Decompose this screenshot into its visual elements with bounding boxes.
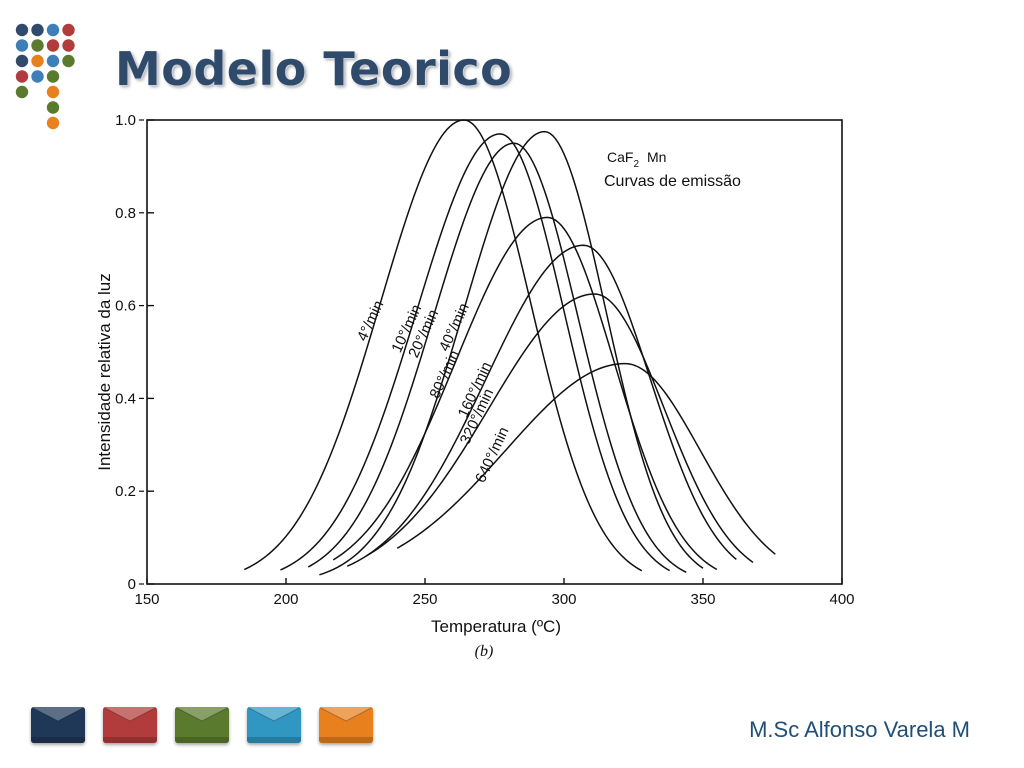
- curve-3: [319, 130, 704, 576]
- logo-dot-grid: [15, 23, 75, 130]
- logo-dot: [46, 23, 60, 37]
- plot-frame: [146, 119, 843, 585]
- x-axis-label: Temperatura (ºC): [431, 617, 561, 636]
- nav-tile-navy[interactable]: [31, 707, 85, 743]
- logo-dot: [46, 116, 60, 130]
- page-title: Modelo Teorico: [115, 42, 513, 96]
- y-axis-label: Intensidade relativa da luz: [95, 273, 114, 471]
- curve-2: [307, 142, 687, 574]
- logo-dot: [62, 39, 75, 52]
- curve-1: [280, 133, 671, 572]
- y-tick-label: 0.6: [115, 298, 136, 315]
- logo-dot: [62, 23, 75, 37]
- y-tick-label: 0.2: [115, 483, 136, 500]
- curve-0: [243, 119, 643, 572]
- nav-tile-green[interactable]: [175, 707, 229, 743]
- logo-dot: [31, 70, 44, 83]
- logo-dot: [46, 85, 60, 99]
- logo-dot: [31, 54, 44, 68]
- curve-series: [243, 119, 776, 576]
- curve-labels: 4°/min 10°/min20°/min40°/min80°/min160°/m…: [354, 298, 513, 485]
- annotation-subscript: 2: [633, 159, 639, 170]
- logo-dot: [15, 39, 29, 52]
- curve-5: [346, 244, 737, 567]
- logo-dot: [31, 39, 44, 52]
- logo-dot: [15, 23, 29, 37]
- curve-7: [396, 362, 776, 555]
- x-tick-label: 300: [551, 591, 576, 608]
- curve-6: [366, 293, 754, 564]
- logo-dot: [46, 39, 60, 52]
- x-tick-label: 400: [829, 591, 854, 608]
- curve-label: 80°/min: [426, 348, 463, 401]
- logo-dot: [31, 23, 44, 37]
- author-name: M.Sc Alfonso Varela M: [749, 717, 970, 742]
- curve-4: [332, 216, 718, 571]
- logo-dot: [46, 54, 60, 68]
- logo-dot: [15, 70, 29, 83]
- nav-tile-orange[interactable]: [319, 707, 373, 743]
- logo-dot: [62, 54, 75, 68]
- logo-dot: [15, 54, 29, 68]
- curve-label: 4°/min: [354, 298, 387, 344]
- x-tick-label: 250: [412, 591, 437, 608]
- caption-b: (b): [475, 643, 494, 660]
- logo-dot: [15, 85, 29, 99]
- annotation-caf: CaF2 Mn: [607, 149, 666, 170]
- curve-label: 40°/min: [436, 301, 473, 354]
- x-tick-label: 200: [273, 591, 298, 608]
- logo-dot: [46, 101, 60, 114]
- logo-dot: [46, 70, 60, 83]
- annotation-mn: Mn: [647, 149, 666, 165]
- x-tick-label: 150: [134, 591, 159, 608]
- x-tick-label: 350: [690, 591, 715, 608]
- axis-ticks: 150 200 250 300 350 400 0 0.2 0.4 0.6 0.8 1.0: [115, 112, 854, 608]
- nav-tile-cyan[interactable]: [247, 707, 301, 743]
- annotation-curves: Curvas de emissão: [604, 173, 741, 190]
- y-tick-label: 0.8: [115, 205, 136, 222]
- y-tick-label: 0.4: [115, 390, 136, 407]
- nav-tile-red[interactable]: [103, 707, 157, 743]
- y-tick-label: 0: [128, 576, 136, 593]
- y-tick-label: 1.0: [115, 112, 136, 129]
